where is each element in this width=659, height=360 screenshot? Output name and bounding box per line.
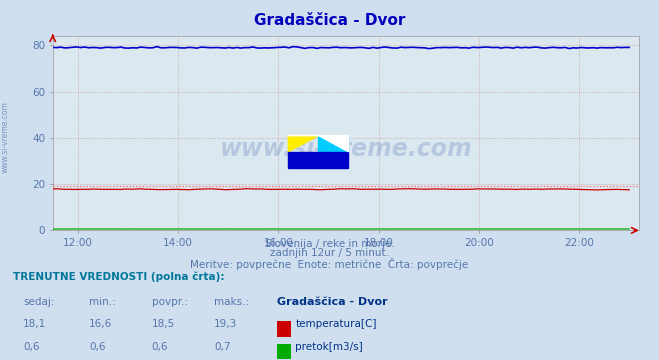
- Polygon shape: [289, 152, 349, 168]
- Text: TRENUTNE VREDNOSTI (polna črta):: TRENUTNE VREDNOSTI (polna črta):: [13, 272, 225, 282]
- Text: pretok[m3/s]: pretok[m3/s]: [295, 342, 363, 352]
- Text: www.si-vreme.com: www.si-vreme.com: [219, 137, 473, 161]
- Text: maks.:: maks.:: [214, 297, 249, 307]
- Text: zadnjih 12ur / 5 minut.: zadnjih 12ur / 5 minut.: [270, 248, 389, 258]
- Text: sedaj:: sedaj:: [23, 297, 55, 307]
- Text: www.si-vreme.com: www.si-vreme.com: [1, 101, 10, 173]
- Text: Meritve: povprečne  Enote: metrične  Črta: povprečje: Meritve: povprečne Enote: metrične Črta:…: [190, 258, 469, 270]
- Text: 18,1: 18,1: [23, 319, 46, 329]
- Text: Gradaščica - Dvor: Gradaščica - Dvor: [254, 13, 405, 28]
- Text: 19,3: 19,3: [214, 319, 237, 329]
- Text: 16,6: 16,6: [89, 319, 112, 329]
- Text: 0,7: 0,7: [214, 342, 231, 352]
- Polygon shape: [318, 135, 349, 152]
- Text: povpr.:: povpr.:: [152, 297, 188, 307]
- Text: Gradaščica - Dvor: Gradaščica - Dvor: [277, 297, 387, 307]
- Text: 0,6: 0,6: [89, 342, 105, 352]
- Polygon shape: [289, 135, 349, 152]
- Text: 0,6: 0,6: [23, 342, 40, 352]
- Text: min.:: min.:: [89, 297, 116, 307]
- Text: temperatura[C]: temperatura[C]: [295, 319, 377, 329]
- Text: 0,6: 0,6: [152, 342, 168, 352]
- Text: Slovenija / reke in morje.: Slovenija / reke in morje.: [264, 239, 395, 249]
- Text: 18,5: 18,5: [152, 319, 175, 329]
- Polygon shape: [289, 135, 318, 152]
